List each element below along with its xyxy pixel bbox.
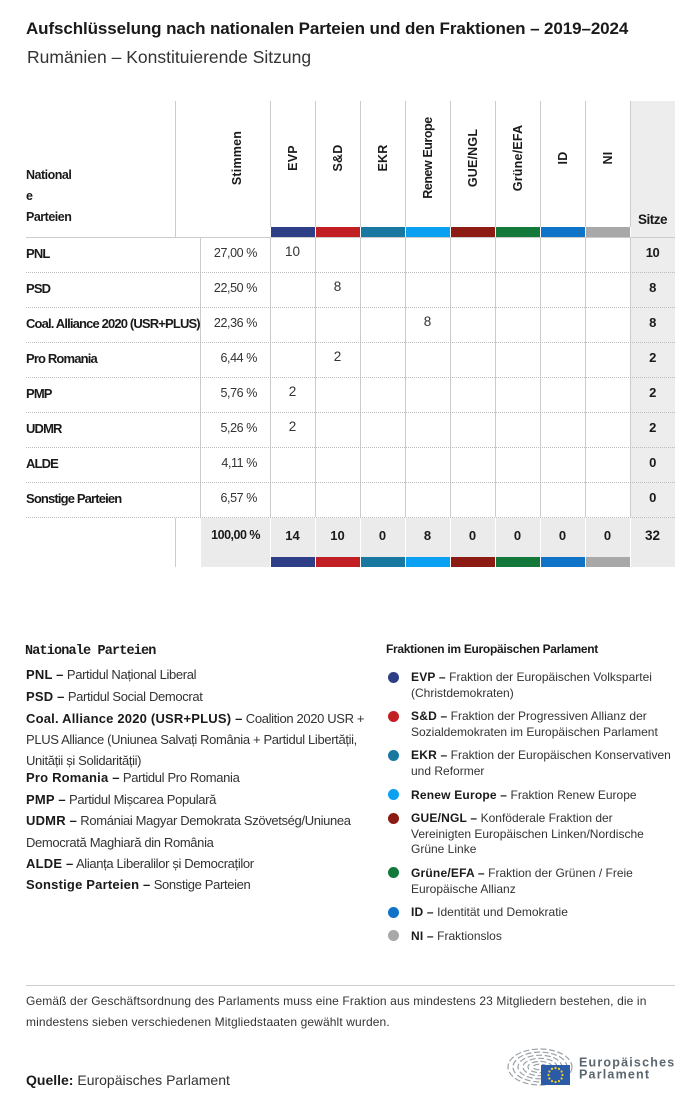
svg-text:Europäisches: Europäisches <box>579 1055 675 1069</box>
svg-text:Parlament: Parlament <box>579 1067 650 1081</box>
